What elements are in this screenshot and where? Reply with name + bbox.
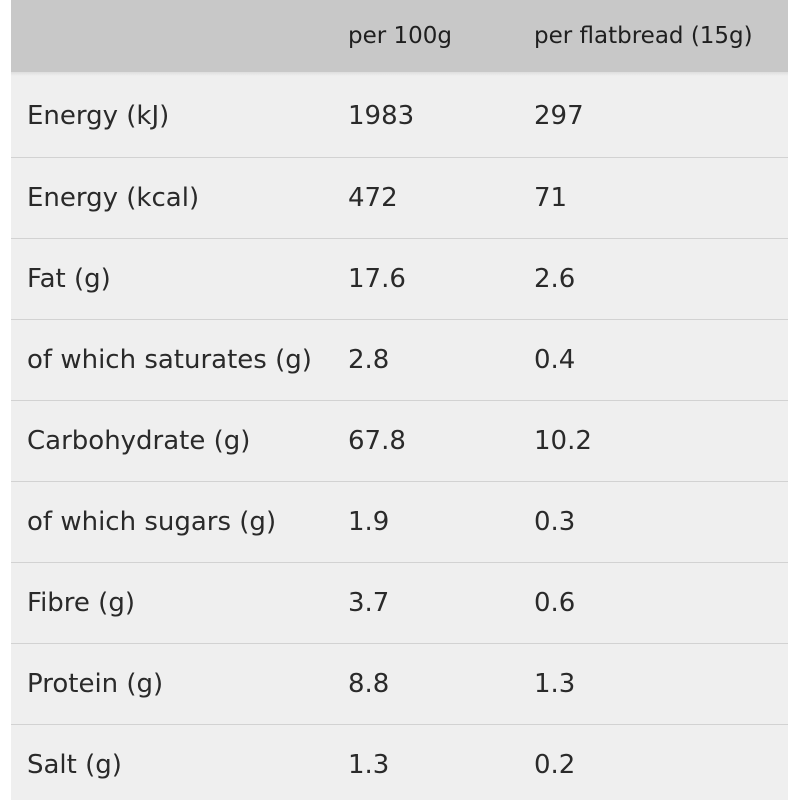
table-row: Fibre (g) 3.7 0.6 <box>11 562 788 643</box>
value-per-serving: 0.6 <box>534 587 576 618</box>
table-row: Carbohydrate (g) 67.8 10.2 <box>11 400 788 481</box>
value-per-100g: 17.6 <box>348 263 406 294</box>
header-row: per 100g per flatbread (15g) <box>11 0 788 72</box>
header-nutrient <box>11 0 348 72</box>
value-per-serving: 1.3 <box>534 668 576 699</box>
row-label: Protein (g) <box>27 668 164 699</box>
value-per-100g: 1.3 <box>348 749 390 780</box>
table-row: of which saturates (g) 2.8 0.4 <box>11 319 788 400</box>
value-per-100g: 3.7 <box>348 587 390 618</box>
header-per-serving: per flatbread (15g) <box>534 23 753 49</box>
value-per-serving: 0.4 <box>534 344 576 375</box>
row-label: Fibre (g) <box>27 587 135 618</box>
table-row: Energy (kcal) 472 71 <box>11 157 788 238</box>
header-shadow <box>11 72 788 76</box>
value-per-100g: 1983 <box>348 101 415 132</box>
value-per-serving: 2.6 <box>534 263 576 294</box>
table-row: Fat (g) 17.6 2.6 <box>11 238 788 319</box>
row-label: of which saturates (g) <box>27 344 312 375</box>
table-header: per 100g per flatbread (15g) <box>11 0 788 72</box>
nutrition-table: per 100g per flatbread (15g) Energy (kJ)… <box>11 0 788 805</box>
value-per-100g: 2.8 <box>348 344 390 375</box>
table-row: Salt (g) 1.3 0.2 <box>11 724 788 805</box>
table-body: Energy (kJ) 1983 297 Energy (kcal) 472 7… <box>11 72 788 805</box>
row-label: Energy (kcal) <box>27 182 200 213</box>
value-per-100g: 472 <box>348 182 398 213</box>
row-label: Energy (kJ) <box>27 101 170 132</box>
value-per-serving: 297 <box>534 101 584 132</box>
header-per-100g: per 100g <box>348 23 453 49</box>
table-row: Protein (g) 8.8 1.3 <box>11 643 788 724</box>
value-per-serving: 71 <box>534 182 568 213</box>
row-label: Carbohydrate (g) <box>27 425 251 456</box>
table-row: of which sugars (g) 1.9 0.3 <box>11 481 788 562</box>
row-label: Salt (g) <box>27 749 122 780</box>
table-row: Energy (kJ) 1983 297 <box>11 76 788 157</box>
value-per-100g: 1.9 <box>348 506 390 537</box>
nutrition-table-container: per 100g per flatbread (15g) Energy (kJ)… <box>11 0 788 800</box>
value-per-serving: 0.3 <box>534 506 576 537</box>
value-per-100g: 67.8 <box>348 425 406 456</box>
value-per-serving: 10.2 <box>534 425 592 456</box>
row-label: of which sugars (g) <box>27 506 277 537</box>
value-per-100g: 8.8 <box>348 668 390 699</box>
row-label: Fat (g) <box>27 263 111 294</box>
value-per-serving: 0.2 <box>534 749 576 780</box>
